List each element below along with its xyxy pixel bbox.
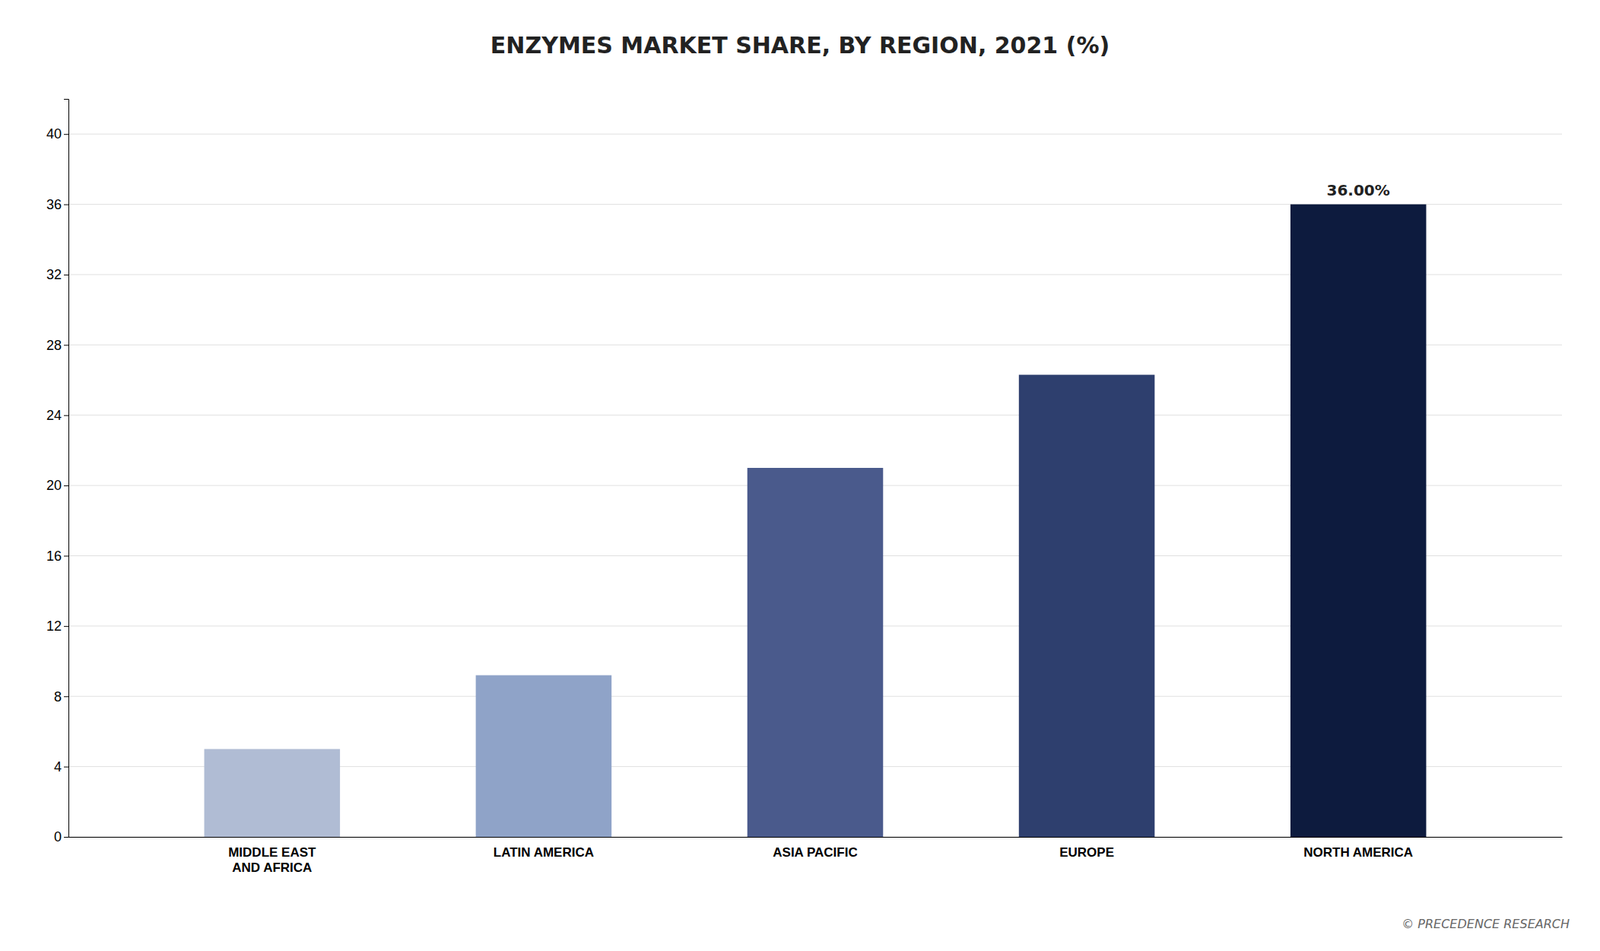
- tick-mark: [63, 485, 69, 486]
- tick: 24: [46, 407, 69, 423]
- tick-mark: [63, 344, 69, 346]
- data-label: 36.00%: [1326, 180, 1391, 200]
- tick-label-line: MIDDLE EAST: [228, 844, 317, 860]
- tick: LATIN AMERICA: [493, 844, 594, 860]
- tick-mark: [63, 274, 69, 276]
- tick-mark: [63, 555, 69, 556]
- tick-mark: [63, 415, 69, 416]
- tick: NORTH AMERICA: [1303, 844, 1413, 860]
- tick: 4: [53, 758, 69, 775]
- tick-label-line: LATIN AMERICA: [493, 844, 594, 860]
- axis-line: [63, 99, 70, 838]
- tick-mark: [63, 625, 69, 627]
- tick-label: 0: [53, 828, 62, 845]
- tick: 0: [53, 828, 69, 845]
- bar: [1019, 374, 1156, 837]
- tick: MIDDLE EASTAND AFRICA: [228, 844, 317, 875]
- data-labels: 36.00%: [1326, 180, 1391, 200]
- tick-label: 20: [46, 477, 62, 493]
- tick-label: 16: [46, 548, 62, 564]
- bars: [204, 204, 1427, 837]
- title: ENZYMES MARKET SHARE, BY REGION, 2021 (%…: [490, 31, 1110, 59]
- tick: 32: [46, 266, 69, 283]
- tick-mark: [63, 766, 69, 768]
- tick: 28: [46, 337, 69, 353]
- bar: [476, 675, 613, 837]
- tick-label: MIDDLE EASTAND AFRICA: [228, 844, 317, 875]
- tick-label-line: EUROPE: [1059, 844, 1115, 860]
- chart: ENZYMES MARKET SHARE, BY REGION, 2021 (%…: [0, 0, 1600, 951]
- grid: [68, 133, 1562, 837]
- tick-label: 8: [53, 688, 62, 704]
- tick-label: 36: [46, 196, 62, 213]
- tick: 36: [46, 196, 69, 213]
- bar: [1290, 204, 1427, 837]
- tick: 8: [53, 688, 69, 704]
- tick-label: 24: [46, 407, 62, 423]
- bar: [747, 467, 884, 837]
- plot: 0 4 8 12 16 20 24 28 32 36 40 MIDDLE EASTAND AFRICA…: [46, 99, 1563, 876]
- tick: 40: [46, 126, 69, 142]
- tick-label-line: NORTH AMERICA: [1303, 844, 1413, 860]
- tick-mark: [63, 133, 69, 135]
- tick: EUROPE: [1059, 844, 1115, 860]
- tick-label: ASIA PACIFIC: [772, 844, 858, 860]
- tick: 16: [46, 548, 69, 564]
- y-axis: 0 4 8 12 16 20 24 28 32 36 40: [46, 99, 70, 845]
- tick: 20: [46, 477, 69, 493]
- tick-mark: [63, 204, 69, 206]
- annotation: © PRECEDENCE RESEARCH: [1401, 916, 1570, 931]
- tick-label: 12: [46, 618, 62, 634]
- tick-label: LATIN AMERICA: [493, 844, 594, 860]
- grid-line: [68, 133, 1562, 135]
- tick-label: 28: [46, 337, 62, 353]
- tick-label: EUROPE: [1059, 844, 1115, 860]
- tick-label: 40: [46, 126, 62, 142]
- tick-label: NORTH AMERICA: [1303, 844, 1413, 860]
- tick-label-line: AND AFRICA: [231, 860, 312, 875]
- tick-label: 32: [46, 266, 62, 283]
- tick-mark: [63, 836, 69, 838]
- tick: ASIA PACIFIC: [772, 844, 858, 860]
- tick-mark: [63, 695, 69, 697]
- tick: 12: [46, 618, 69, 634]
- tick-label-line: ASIA PACIFIC: [772, 844, 858, 860]
- axis-line: [69, 836, 1563, 838]
- tick-label: 4: [53, 758, 62, 775]
- bar: [204, 749, 341, 837]
- x-axis: MIDDLE EASTAND AFRICA LATIN AMERICA ASIA P…: [69, 837, 1563, 876]
